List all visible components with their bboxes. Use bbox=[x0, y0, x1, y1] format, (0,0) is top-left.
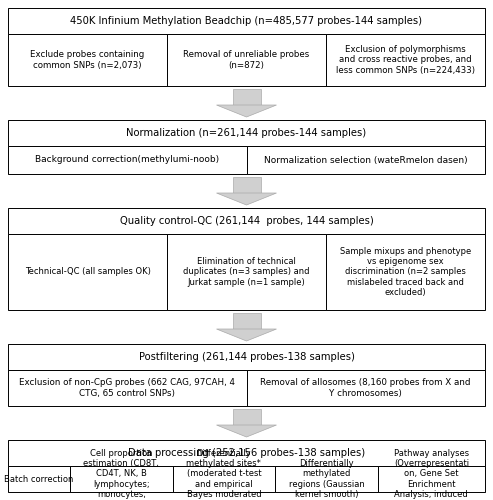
Polygon shape bbox=[216, 425, 277, 437]
Text: Batch correction: Batch correction bbox=[4, 474, 73, 484]
Text: Normalization (n=261,144 probes-144 samples): Normalization (n=261,144 probes-144 samp… bbox=[126, 128, 367, 138]
Bar bbox=[8, 234, 167, 310]
Text: Pathway analyses
(Overrepresentati
on, Gene Set
Enrichment
Analysis, induced
net: Pathway analyses (Overrepresentati on, G… bbox=[394, 448, 469, 500]
Text: Quality control-QC (261,144  probes, 144 samples): Quality control-QC (261,144 probes, 144 … bbox=[120, 216, 373, 226]
Bar bbox=[70, 466, 173, 492]
Text: Data processing (252,156 probes-138 samples): Data processing (252,156 probes-138 samp… bbox=[128, 448, 365, 458]
Bar bbox=[233, 177, 260, 193]
Bar bbox=[8, 466, 70, 492]
Polygon shape bbox=[216, 105, 277, 117]
Text: Exclusion of polymorphisms
and cross reactive probes, and
less common SNPs (n=22: Exclusion of polymorphisms and cross rea… bbox=[336, 45, 475, 75]
Text: Postfiltering (261,144 probes-138 samples): Postfiltering (261,144 probes-138 sample… bbox=[139, 352, 354, 362]
Bar bbox=[8, 440, 485, 466]
Bar bbox=[233, 409, 260, 425]
Polygon shape bbox=[216, 193, 277, 205]
Text: Exclusion of non-CpG probes (662 CAG, 97CAH, 4
CTG, 65 control SNPs): Exclusion of non-CpG probes (662 CAG, 97… bbox=[19, 378, 235, 398]
Bar bbox=[8, 8, 485, 34]
Bar bbox=[326, 234, 485, 310]
Bar bbox=[8, 146, 246, 174]
Text: Removal of allosomes (8,160 probes from X and
Y chromosomes): Removal of allosomes (8,160 probes from … bbox=[260, 378, 471, 398]
Text: 450K Infinium Methylation Beadchip (n=485,577 probes-144 samples): 450K Infinium Methylation Beadchip (n=48… bbox=[70, 16, 423, 26]
Bar bbox=[167, 234, 326, 310]
Bar bbox=[173, 466, 275, 492]
Text: Normalization selection (wateRmelon dasen): Normalization selection (wateRmelon dase… bbox=[264, 156, 467, 164]
Bar bbox=[8, 344, 485, 370]
Bar bbox=[8, 370, 246, 406]
Text: Differentially
methylated
regions (Gaussian
kernel smooth): Differentially methylated regions (Gauss… bbox=[288, 459, 364, 499]
Bar bbox=[8, 208, 485, 234]
Bar bbox=[8, 120, 485, 146]
Text: Sample mixups and phenotype
vs epigenome sex
discrimination (n=2 samples
mislabe: Sample mixups and phenotype vs epigenome… bbox=[340, 246, 471, 298]
Text: Differentially
methylated sites*
(moderated t-test
and empirical
Bayes moderated: Differentially methylated sites* (modera… bbox=[186, 448, 261, 500]
Bar bbox=[8, 34, 167, 86]
Bar bbox=[167, 34, 326, 86]
Bar bbox=[275, 466, 378, 492]
Bar bbox=[378, 466, 485, 492]
Text: Exclude probes containing
common SNPs (n=2,073): Exclude probes containing common SNPs (n… bbox=[31, 50, 144, 70]
Text: Removal of unreliable probes
(n=872): Removal of unreliable probes (n=872) bbox=[183, 50, 310, 70]
Text: Technical-QC (all samples OK): Technical-QC (all samples OK) bbox=[25, 268, 150, 276]
Bar bbox=[246, 370, 485, 406]
Bar bbox=[233, 89, 260, 105]
Polygon shape bbox=[216, 329, 277, 341]
Text: Cell proportion
estimation (CD8T,
CD4T, NK, B
lymphocytes;
monocytes;
granulocyt: Cell proportion estimation (CD8T, CD4T, … bbox=[83, 448, 159, 500]
Bar bbox=[326, 34, 485, 86]
Bar bbox=[246, 146, 485, 174]
Text: Elimination of technical
duplicates (n=3 samples) and
Jurkat sample (n=1 sample): Elimination of technical duplicates (n=3… bbox=[183, 257, 310, 287]
Text: Background correction(methylumi-noob): Background correction(methylumi-noob) bbox=[35, 156, 219, 164]
Bar bbox=[233, 313, 260, 329]
